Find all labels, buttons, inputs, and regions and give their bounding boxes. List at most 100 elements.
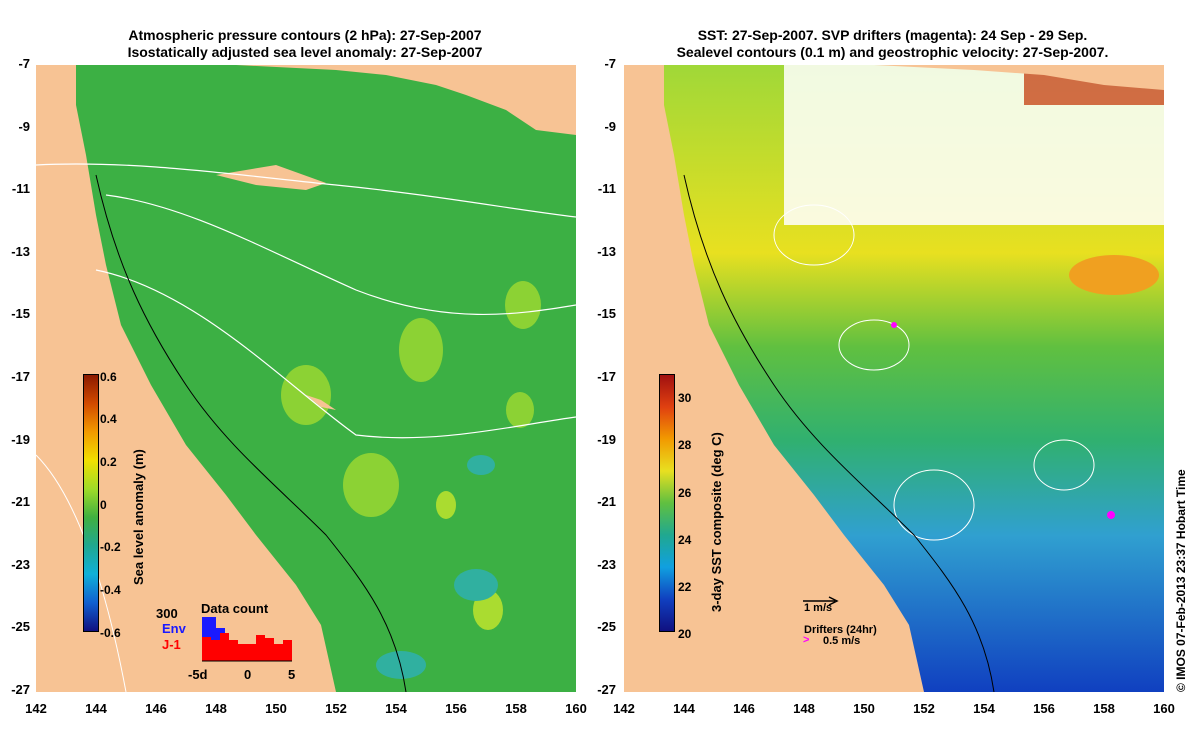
left-island-2	[306, 395, 336, 410]
left-cbtick-2: 0.2	[100, 455, 117, 469]
left-ytick-3: -13	[11, 244, 30, 259]
left-blob-3	[399, 318, 443, 382]
right-isobath	[683, 174, 995, 692]
right-ytick-2: -11	[597, 181, 616, 196]
left-xtick-3: 148	[205, 701, 227, 716]
inset-label-env: Env	[162, 621, 186, 636]
right-ytick-5: -17	[597, 369, 616, 384]
left-png-land	[76, 65, 576, 135]
left-title-line1: Atmospheric pressure contours (2 hPa): 2…	[128, 27, 482, 43]
inset-bar-j1-8	[265, 638, 274, 661]
left-xtick-8: 158	[505, 701, 527, 716]
right-colorbar-label: 3-day SST composite (deg C)	[709, 432, 724, 612]
drifter-speed-label: 0.5 m/s	[823, 635, 861, 647]
left-cbtick-6: -0.6	[100, 626, 121, 640]
inset-tick-right: 5	[288, 667, 296, 682]
left-map-svg	[36, 65, 576, 692]
velocity-scale-arrow	[803, 596, 839, 606]
right-ytick-9: -25	[597, 619, 616, 634]
left-blob-8	[467, 455, 495, 475]
right-map-svg	[624, 65, 1164, 692]
inset-bar-j1-5	[238, 644, 247, 661]
left-blob-7	[506, 392, 534, 428]
left-colorbar-label: Sea level anomaly (m)	[131, 449, 146, 585]
left-title-line2: Isostatically adjusted sea level anomaly…	[127, 44, 483, 60]
left-isobath	[95, 174, 407, 692]
left-colorbar	[83, 374, 99, 632]
right-ytick-10: -27	[597, 682, 616, 697]
drifters-label: Drifters (24hr)	[804, 624, 877, 636]
right-ytick-0: -7	[604, 56, 616, 71]
right-xtick-7: 156	[1033, 701, 1055, 716]
inset-bar-j1-1	[202, 637, 211, 661]
left-ytick-1: -9	[18, 119, 30, 134]
right-title-line1: SST: 27-Sep-2007. SVP drifters (magenta)…	[697, 27, 1088, 43]
left-blob-9	[454, 569, 498, 601]
inset-title: Data count	[201, 601, 269, 616]
left-ytick-0: -7	[18, 56, 30, 71]
right-cbtick-1: 28	[678, 438, 692, 452]
left-ytick-5: -17	[11, 369, 30, 384]
right-drifter-2	[891, 322, 897, 328]
right-warm-patch	[1069, 255, 1159, 295]
right-xtick-1: 144	[673, 701, 695, 716]
right-ytick-3: -13	[597, 244, 616, 259]
inset-bar-j1-9	[274, 644, 283, 661]
left-ytick-4: -15	[11, 306, 30, 321]
inset-bar-j1-2	[211, 640, 220, 661]
inset-label-j1: J-1	[162, 637, 181, 652]
left-title: Atmospheric pressure contours (2 hPa): 2…	[30, 27, 580, 61]
right-cbtick-4: 22	[678, 580, 692, 594]
right-ytick-7: -21	[597, 494, 616, 509]
left-xtick-4: 150	[265, 701, 287, 716]
right-title: SST: 27-Sep-2007. SVP drifters (magenta)…	[615, 27, 1170, 61]
left-cbtick-1: 0.4	[100, 412, 117, 426]
velocity-scale-label: 1 m/s	[804, 602, 833, 614]
left-cbtick-4: -0.2	[100, 540, 121, 554]
inset-tick-mid: 0	[244, 667, 252, 682]
left-contour-3	[95, 269, 576, 439]
copyright-text: © IMOS 07-Feb-2013 23:37 Hobart Time	[1174, 469, 1188, 692]
right-cbtick-0: 30	[678, 391, 692, 405]
right-contour-3	[773, 204, 855, 266]
right-ytick-4: -15	[597, 306, 616, 321]
right-ytick-8: -23	[597, 557, 616, 572]
left-cbtick-0: 0.6	[100, 370, 117, 384]
inset-bar-j1-10	[283, 640, 292, 661]
left-xtick-0: 142	[25, 701, 47, 716]
inset-bar-j1-6	[247, 644, 256, 661]
drifter-arrow-icon: >	[803, 634, 810, 646]
left-map	[36, 65, 576, 692]
inset-label-300: 300	[156, 606, 178, 621]
left-xtick-1: 144	[85, 701, 107, 716]
left-xtick-7: 156	[445, 701, 467, 716]
right-ytick-6: -19	[597, 432, 616, 447]
right-colorbar	[659, 374, 675, 632]
left-ytick-10: -27	[11, 682, 30, 697]
right-cbtick-2: 26	[678, 486, 692, 500]
right-ytick-1: -9	[604, 119, 616, 134]
left-ytick-7: -21	[11, 494, 30, 509]
left-ytick-2: -11	[11, 181, 30, 196]
inset-bar-j1-4	[229, 640, 238, 661]
left-blob-4	[505, 281, 541, 329]
left-cbtick-3: 0	[100, 498, 107, 512]
right-xtick-6: 154	[973, 701, 995, 716]
left-xtick-5: 152	[325, 701, 347, 716]
right-contour-2	[893, 469, 975, 541]
right-title-line2: Sealevel contours (0.1 m) and geostrophi…	[676, 44, 1109, 60]
right-xtick-4: 150	[853, 701, 875, 716]
inset-histogram	[202, 617, 292, 662]
inset-bar-j1-3	[220, 633, 229, 661]
right-png-land	[784, 65, 1164, 90]
left-contour-1	[36, 163, 576, 218]
inset-bar-j1-7	[256, 635, 265, 661]
right-contour-1	[1033, 439, 1095, 491]
right-xtick-5: 152	[913, 701, 935, 716]
right-xtick-0: 142	[613, 701, 635, 716]
right-contour-4	[838, 319, 910, 371]
right-drifter-1	[1107, 511, 1115, 519]
right-xtick-9: 160	[1153, 701, 1175, 716]
right-cbtick-3: 24	[678, 533, 692, 547]
